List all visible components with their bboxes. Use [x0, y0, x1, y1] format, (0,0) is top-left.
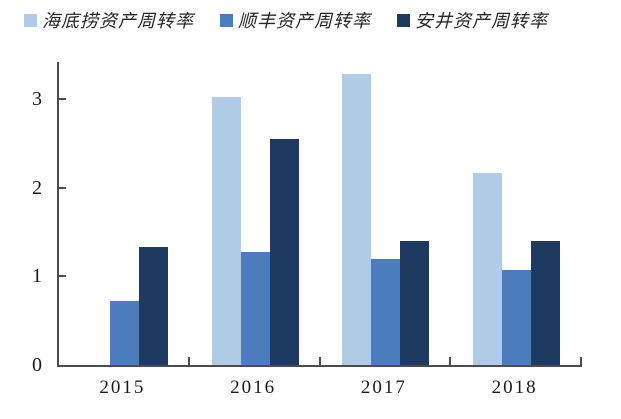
- legend-item-haidilao: 海底捞资产周转率: [24, 7, 194, 33]
- y-axis-label: 3: [32, 88, 42, 111]
- legend-label: 海底捞资产周转率: [42, 11, 194, 31]
- legend: 海底捞资产周转率 顺丰资产周转率 安井资产周转率: [24, 7, 548, 33]
- x-tick: [580, 357, 582, 365]
- x-axis-label: 2016: [230, 377, 277, 398]
- x-tick: [449, 357, 452, 365]
- x-axis-label: 2018: [491, 377, 538, 398]
- legend-swatch-icon: [220, 13, 233, 27]
- x-tick: [187, 357, 190, 365]
- bar-anjing-2018: [531, 240, 561, 365]
- legend-swatch-icon: [24, 13, 37, 27]
- legend-label: 安井资产周转率: [415, 11, 548, 31]
- x-axis-label: 2015: [99, 377, 146, 398]
- bar-anjing-2017: [400, 240, 430, 365]
- bar-shunfeng-2016: [240, 251, 270, 365]
- y-axis-label: 2: [32, 176, 42, 199]
- legend-item-anjing: 安井资产周转率: [397, 7, 548, 33]
- legend-label: 顺丰资产周转率: [238, 11, 371, 31]
- y-axis-label: 1: [32, 265, 42, 288]
- legend-item-shunfeng: 顺丰资产周转率: [220, 7, 371, 33]
- y-tick: [59, 275, 66, 278]
- y-tick: [59, 98, 66, 101]
- y-tick: [59, 186, 66, 189]
- bar-shunfeng-2015: [109, 301, 139, 365]
- bar-haidilao-2016: [211, 96, 241, 365]
- bar-haidilao-2017: [342, 74, 372, 365]
- bar-shunfeng-2018: [502, 270, 532, 365]
- bar-anjing-2015: [138, 247, 168, 365]
- bar-haidilao-2018: [473, 172, 503, 365]
- x-axis-label: 2017: [360, 377, 407, 398]
- bar-anjing-2016: [269, 139, 299, 365]
- plot-area: [57, 62, 582, 367]
- x-tick: [318, 357, 321, 365]
- legend-swatch-icon: [397, 13, 410, 27]
- bar-shunfeng-2017: [371, 258, 401, 365]
- y-axis-label: 0: [32, 354, 42, 376]
